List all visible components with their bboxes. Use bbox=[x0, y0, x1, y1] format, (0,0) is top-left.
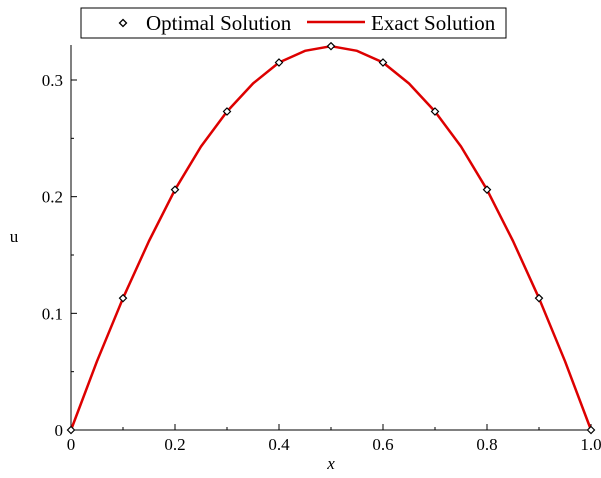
data-point-optimal-solution bbox=[66, 425, 76, 435]
data-point-optimal-solution bbox=[222, 107, 232, 116]
legend-label-optimal-solution: Optimal Solution bbox=[146, 11, 292, 35]
legend: Optimal Solution Exact Solution bbox=[80, 7, 507, 39]
data-point-optimal-solution bbox=[430, 107, 440, 116]
legend-marker-optimal-solution bbox=[118, 18, 128, 28]
x-tick-label: 1.0 bbox=[580, 435, 601, 454]
legend-label-exact-solution: Exact Solution bbox=[371, 11, 496, 35]
y-ticks: 0 0.1 0.2 0.3 bbox=[42, 71, 77, 440]
data-point-optimal-solution bbox=[118, 293, 128, 303]
x-tick-label: 0.4 bbox=[268, 435, 290, 454]
x-axis-label: x bbox=[326, 454, 335, 473]
data-point-optimal-solution bbox=[326, 41, 336, 51]
axes bbox=[70, 45, 591, 431]
y-tick-label: 0.2 bbox=[42, 188, 63, 207]
x-tick-label: 0.6 bbox=[372, 435, 393, 454]
y-tick-label: 0 bbox=[55, 421, 64, 440]
x-tick-label: 0.8 bbox=[476, 435, 497, 454]
x-tick-label: 0.2 bbox=[164, 435, 185, 454]
data-point-optimal-solution bbox=[378, 58, 388, 67]
plot-area bbox=[66, 41, 596, 435]
data-point-optimal-solution bbox=[534, 293, 544, 303]
data-point-optimal-solution bbox=[170, 185, 180, 195]
x-ticks: 0 0.2 0.4 0.6 0.8 1.0 bbox=[67, 424, 601, 454]
series-line-exact-solution bbox=[69, 44, 593, 431]
data-point-optimal-solution bbox=[274, 58, 284, 67]
y-axis-label: u bbox=[10, 227, 19, 246]
data-point-optimal-solution bbox=[482, 185, 492, 195]
y-tick-label: 0.3 bbox=[42, 71, 63, 90]
x-tick-label: 0 bbox=[67, 435, 76, 454]
legend-box bbox=[80, 7, 507, 39]
data-point-optimal-solution bbox=[586, 425, 596, 435]
y-tick-label: 0.1 bbox=[42, 304, 63, 323]
